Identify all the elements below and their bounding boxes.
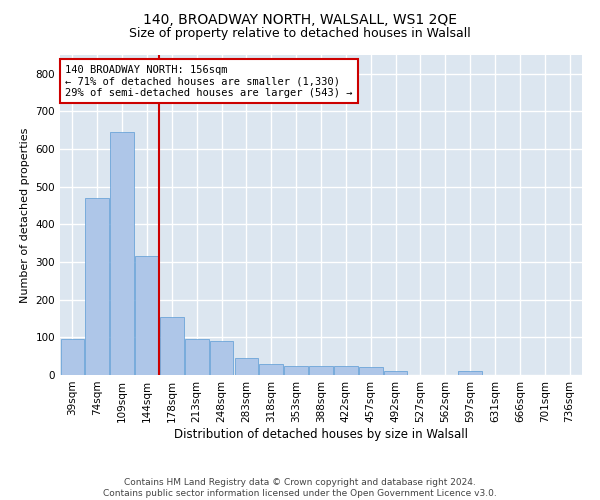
Y-axis label: Number of detached properties: Number of detached properties (20, 128, 30, 302)
Bar (210, 341, 233, 375)
Bar (235, 358, 258, 375)
Bar (334, 366, 358, 375)
Bar (85, 198, 109, 375)
Bar (259, 364, 283, 375)
X-axis label: Distribution of detached houses by size in Walsall: Distribution of detached houses by size … (174, 428, 468, 440)
Text: Contains HM Land Registry data © Crown copyright and database right 2024.
Contai: Contains HM Land Registry data © Crown c… (103, 478, 497, 498)
Bar (185, 339, 209, 375)
Bar (458, 371, 482, 375)
Bar (135, 256, 159, 375)
Bar (110, 132, 134, 375)
Text: 140, BROADWAY NORTH, WALSALL, WS1 2QE: 140, BROADWAY NORTH, WALSALL, WS1 2QE (143, 12, 457, 26)
Bar (284, 366, 308, 375)
Text: 140 BROADWAY NORTH: 156sqm
← 71% of detached houses are smaller (1,330)
29% of s: 140 BROADWAY NORTH: 156sqm ← 71% of deta… (65, 64, 353, 98)
Text: Size of property relative to detached houses in Walsall: Size of property relative to detached ho… (129, 28, 471, 40)
Bar (359, 368, 383, 375)
Bar (309, 366, 333, 375)
Bar (160, 316, 184, 375)
Bar (384, 371, 407, 375)
Bar (61, 339, 84, 375)
